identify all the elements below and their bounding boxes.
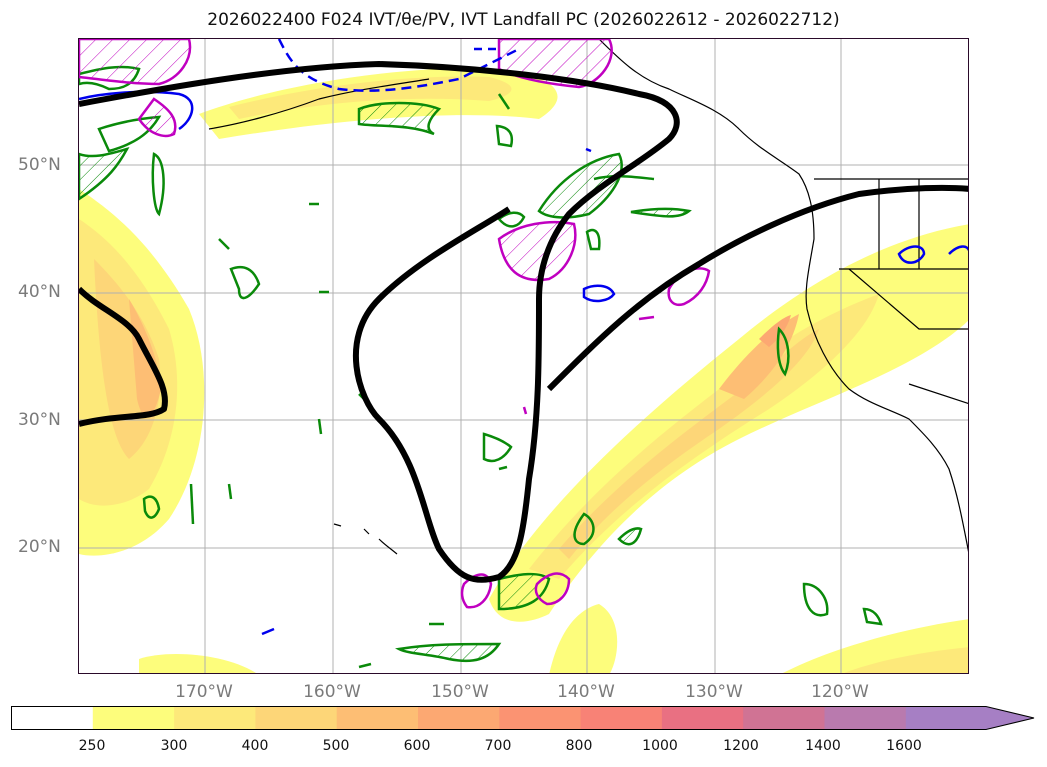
colorbar-cell <box>11 706 94 730</box>
colorbar-label-300: 300 <box>160 738 188 754</box>
ivt-plume-west-4 <box>129 299 161 418</box>
colorbar-cell <box>92 706 175 730</box>
ivt-south-plume <box>549 604 618 673</box>
landfall-contour-west <box>79 286 168 427</box>
colorbar-outline <box>11 706 1035 730</box>
colorbar-cells <box>11 706 1034 730</box>
lon-label-130w: 130°W <box>685 682 743 702</box>
lat-label-30n: 30°N <box>18 410 61 430</box>
colorbar-label-700: 700 <box>484 738 512 754</box>
ivt-southeast-plume-2 <box>844 647 968 673</box>
lon-label-150w: 150°W <box>431 682 489 702</box>
colorbar-cell <box>174 706 256 730</box>
pv-contours-magenta <box>79 39 711 609</box>
coast-alaska-islands <box>208 78 430 130</box>
map-canvas <box>79 39 968 673</box>
hawaii-islands <box>333 523 398 555</box>
colorbar-cell <box>905 706 988 730</box>
landfall-contour-east <box>546 184 968 392</box>
ivt-plume-main-5 <box>759 315 791 347</box>
colorbar-label-500: 500 <box>322 738 350 754</box>
colorbar-cell <box>580 706 663 730</box>
colorbar-label-400: 400 <box>241 738 269 754</box>
ivt-small-blob <box>139 654 256 673</box>
lon-label-120w: 120°W <box>811 682 869 702</box>
lat-label-50n: 50°N <box>18 155 61 175</box>
colorbar-label-1600: 1600 <box>886 738 922 754</box>
colorbar-label-1400: 1400 <box>805 738 841 754</box>
lat-label-20n: 20°N <box>18 537 61 557</box>
lon-label-160w: 160°W <box>303 682 361 702</box>
figure-title: 2026022400 F024 IVT/θe/PV, IVT Landfall … <box>207 10 840 30</box>
colorbar-cell <box>743 706 825 730</box>
colorbar-cell <box>418 706 500 730</box>
lon-label-170w: 170°W <box>175 682 233 702</box>
theta-e-contours <box>79 65 883 669</box>
colorbar <box>11 706 1035 730</box>
border-mexico <box>908 383 968 404</box>
lat-label-40n: 40°N <box>18 282 61 302</box>
colorbar-label-1000: 1000 <box>642 738 678 754</box>
colorbar-cell <box>255 706 338 730</box>
border-states-4 <box>848 268 968 330</box>
coast-north-america <box>598 39 968 552</box>
colorbar-extend-arrow <box>986 706 1034 730</box>
colorbar-label-600: 600 <box>403 738 431 754</box>
colorbar-label-1200: 1200 <box>723 738 759 754</box>
landfall-contour-north <box>79 61 680 583</box>
colorbar-cell <box>336 706 419 730</box>
map-panel <box>78 38 969 674</box>
colorbar-cell <box>661 706 744 730</box>
colorbar-label-800: 800 <box>565 738 593 754</box>
colorbar-cell <box>499 706 582 730</box>
ivt-north-band-2 <box>229 76 512 119</box>
graticule <box>79 39 968 673</box>
lon-label-140w: 140°W <box>557 682 615 702</box>
colorbar-cell <box>824 706 907 730</box>
landfall-contour <box>79 61 968 583</box>
colorbar-label-250: 250 <box>78 738 106 754</box>
